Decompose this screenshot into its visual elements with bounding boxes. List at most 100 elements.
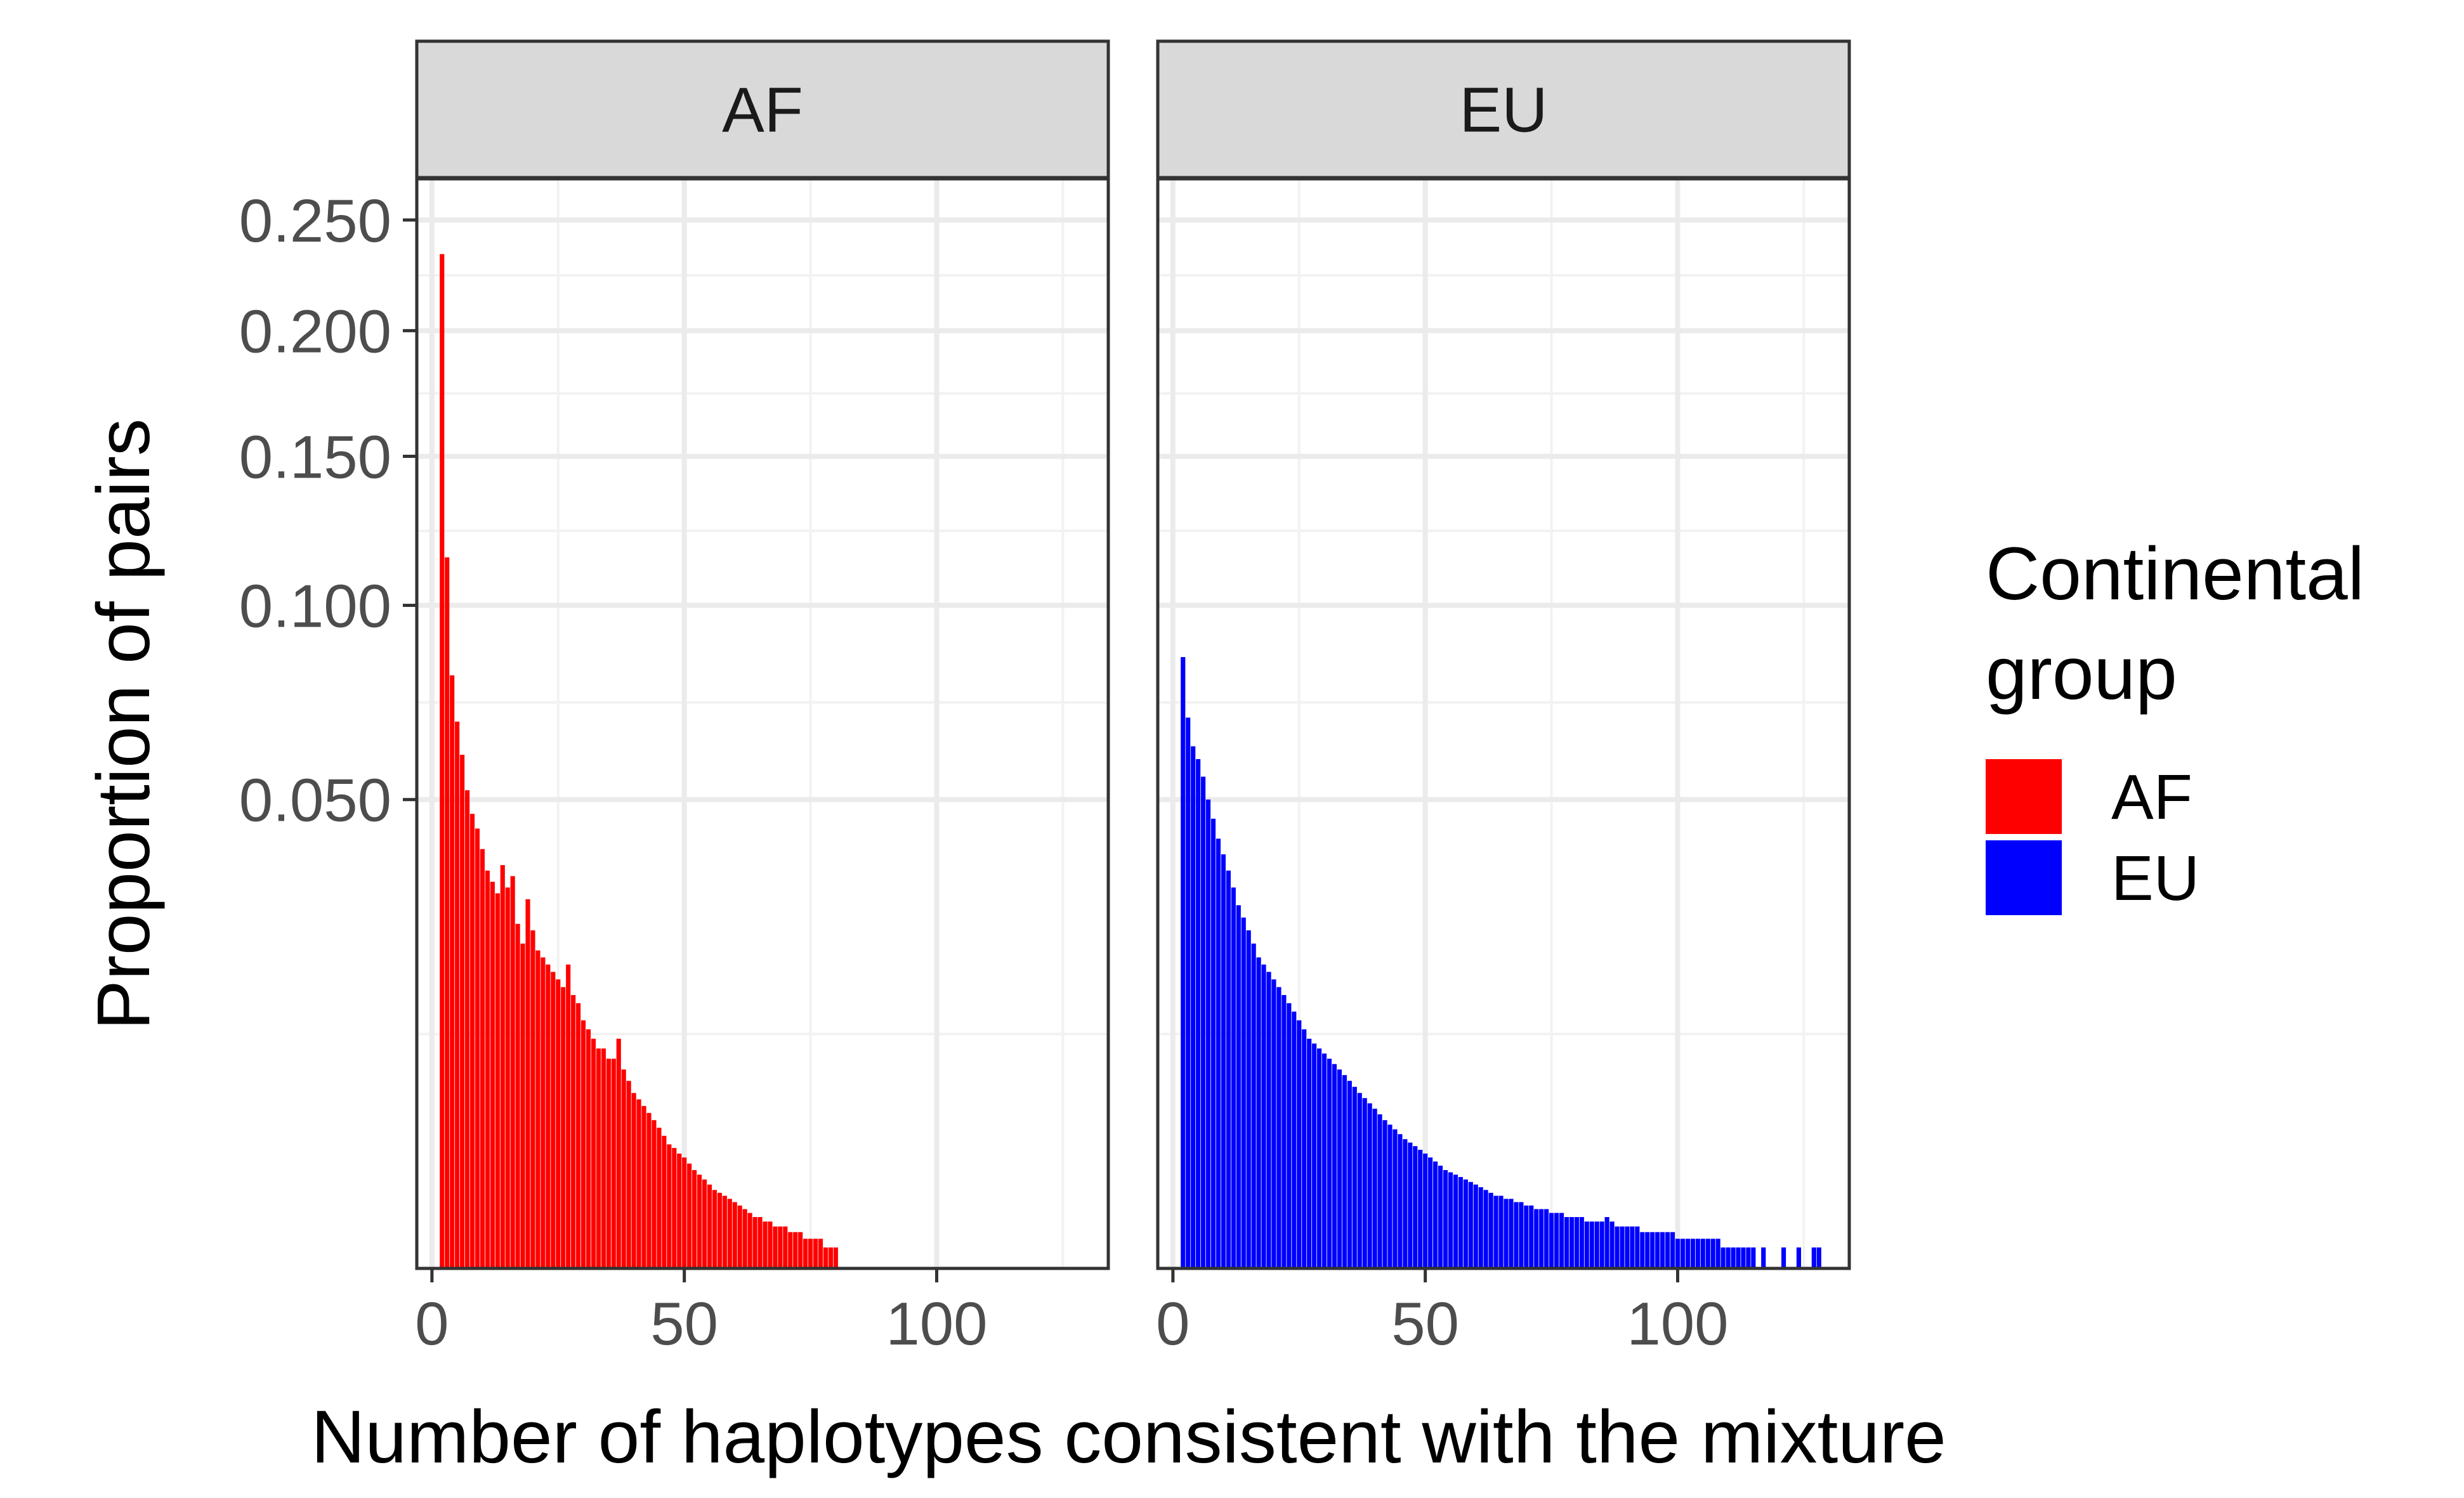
facet-strip-label: EU — [1460, 75, 1548, 146]
bar-af — [798, 1232, 803, 1268]
bar-eu — [1483, 1190, 1488, 1268]
legend-key-eu — [1986, 840, 2062, 915]
bar-af — [783, 1226, 788, 1268]
bar-eu — [1579, 1217, 1584, 1268]
bar-eu — [1509, 1199, 1514, 1268]
bar-eu — [1680, 1239, 1686, 1268]
bar-eu — [1599, 1221, 1604, 1268]
bar-af — [672, 1148, 677, 1268]
bar-eu — [1377, 1114, 1382, 1268]
bar-af — [813, 1239, 818, 1268]
bar-eu — [1519, 1202, 1524, 1268]
bar-af — [793, 1232, 798, 1268]
bar-af — [707, 1184, 712, 1268]
bar-af — [601, 1048, 606, 1268]
bar-eu — [1342, 1075, 1347, 1268]
bar-af — [652, 1120, 657, 1268]
bar-eu — [1594, 1221, 1599, 1268]
bar-af — [636, 1099, 641, 1268]
bar-eu — [1418, 1149, 1423, 1268]
bar-eu — [1564, 1217, 1569, 1268]
legend-label-eu: EU — [2111, 843, 2199, 914]
y-tick-label: 0.200 — [239, 297, 391, 365]
bar-eu — [1307, 1038, 1312, 1268]
bar-eu — [1221, 854, 1226, 1268]
bar-eu — [1398, 1134, 1403, 1268]
bar-eu — [1362, 1098, 1367, 1268]
bar-eu — [1589, 1221, 1594, 1268]
bar-eu — [1816, 1247, 1821, 1268]
bar-af — [535, 950, 541, 1268]
bar-af — [803, 1239, 808, 1268]
bar-eu — [1620, 1226, 1625, 1268]
facet-strip — [1156, 39, 1851, 179]
bar-af — [445, 557, 450, 1268]
bar-af — [440, 254, 445, 1268]
bar-af — [692, 1169, 697, 1268]
bar-eu — [1216, 838, 1221, 1268]
bar-af — [763, 1221, 768, 1268]
bar-af — [773, 1226, 778, 1268]
facet-panel-eu: EU 0 50 100 — [1156, 39, 1851, 1358]
bar-eu — [1635, 1226, 1640, 1268]
bar-af — [621, 1069, 626, 1268]
bar-eu — [1352, 1086, 1357, 1268]
bar-eu — [1281, 994, 1287, 1268]
bar-eu — [1604, 1217, 1609, 1268]
bar-eu — [1231, 887, 1236, 1268]
bar-af — [752, 1217, 757, 1268]
bar-eu — [1731, 1247, 1736, 1268]
bar-eu — [1700, 1239, 1705, 1268]
bar-af — [616, 1038, 621, 1268]
bar-eu — [1236, 905, 1241, 1268]
bar-eu — [1266, 972, 1271, 1268]
bar-af — [561, 987, 566, 1268]
facet-panel-af: AF 0 50 100 — [415, 39, 1110, 1358]
bar-af — [732, 1202, 737, 1268]
bar-eu — [1584, 1221, 1589, 1268]
bar-eu — [1473, 1184, 1478, 1268]
bar-eu — [1276, 987, 1281, 1268]
bar-af — [530, 930, 535, 1268]
bar-eu — [1297, 1020, 1302, 1268]
bar-af — [667, 1144, 672, 1268]
bar-eu — [1312, 1043, 1317, 1268]
bar-af — [742, 1209, 747, 1268]
bar-eu — [1640, 1232, 1645, 1268]
bar-af — [455, 721, 460, 1268]
bar-af — [586, 1029, 591, 1268]
bar-eu — [1534, 1209, 1539, 1268]
bar-af — [541, 957, 546, 1268]
bar-af — [551, 972, 556, 1268]
bar-eu — [1332, 1064, 1337, 1268]
bar-eu — [1453, 1175, 1458, 1268]
bar-eu — [1539, 1209, 1544, 1268]
bar-eu — [1337, 1069, 1342, 1268]
bar-af — [702, 1179, 707, 1268]
bar-eu — [1574, 1217, 1579, 1268]
y-tick-label: 0.250 — [239, 187, 391, 255]
bar-af — [727, 1199, 732, 1268]
bar-eu — [1781, 1247, 1786, 1268]
bar-af — [520, 943, 525, 1268]
x-tick-label: 100 — [1627, 1290, 1728, 1358]
bar-eu — [1226, 870, 1231, 1268]
bar-af — [576, 1003, 581, 1268]
bar-eu — [1413, 1146, 1418, 1268]
bar-eu — [1191, 746, 1196, 1268]
bar-eu — [1514, 1202, 1519, 1268]
bar-af — [833, 1247, 838, 1268]
bar-eu — [1317, 1048, 1322, 1268]
bar-af — [460, 755, 465, 1268]
bar-eu — [1458, 1176, 1463, 1268]
bar-af — [505, 887, 510, 1268]
bar-eu — [1685, 1239, 1690, 1268]
bar-eu — [1726, 1247, 1731, 1268]
bar-eu — [1463, 1179, 1468, 1268]
bar-af — [475, 828, 480, 1268]
bar-af — [606, 1058, 611, 1268]
bar-eu — [1670, 1232, 1675, 1268]
bar-af — [450, 675, 455, 1268]
bar-eu — [1443, 1169, 1448, 1268]
